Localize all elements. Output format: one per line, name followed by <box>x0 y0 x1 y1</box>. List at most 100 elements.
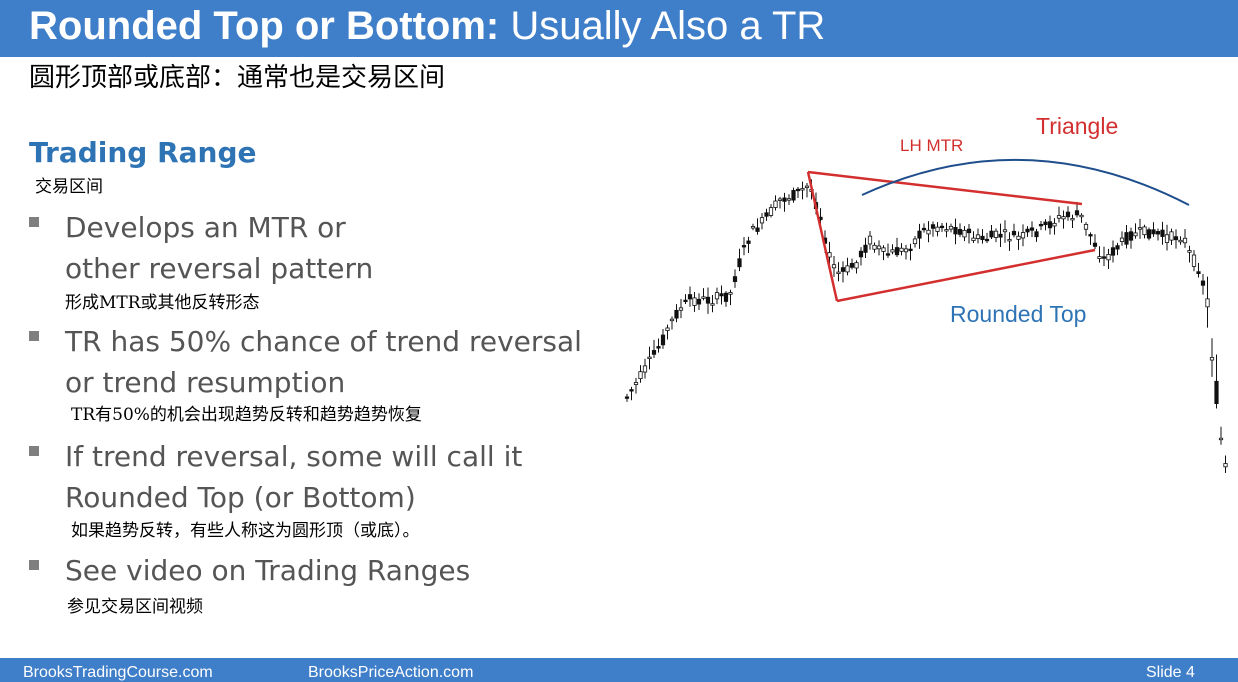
bullet-2-line1: TR has 50% chance of trend reversal <box>65 325 582 358</box>
candle-body <box>881 247 886 252</box>
candle-body <box>957 228 963 235</box>
candle-body <box>728 292 733 295</box>
candle-body <box>1205 298 1210 308</box>
candle-body <box>804 185 810 188</box>
candle-body <box>1011 230 1017 236</box>
candle-body <box>890 249 895 253</box>
candle-body <box>647 356 652 360</box>
section-heading-cn: 交易区间 <box>35 177 103 197</box>
candle-body <box>1016 235 1021 240</box>
candle-body <box>665 327 670 331</box>
bullet-3-line1: If trend reversal, some will call it <box>65 440 523 473</box>
candle-body <box>1065 211 1071 218</box>
candle-body <box>1052 222 1057 227</box>
candle-body <box>705 296 711 304</box>
candle-body <box>782 197 787 202</box>
candlesticks <box>624 179 1228 473</box>
slide-title: Rounded Top or Bottom: Usually Also a TR <box>29 3 825 49</box>
candle-body <box>962 229 967 238</box>
candle-body <box>872 244 877 250</box>
candle-body <box>980 235 985 241</box>
candle-body <box>1074 210 1080 216</box>
candle-body <box>1173 236 1179 241</box>
footer-left-link[interactable]: BrooksTradingCourse.com <box>23 664 213 681</box>
candle-body <box>867 235 873 245</box>
candle-body <box>786 198 792 201</box>
candle-body <box>1029 227 1035 231</box>
candle-body <box>1200 280 1206 286</box>
candle-body <box>908 248 913 252</box>
candle-body <box>1128 231 1134 241</box>
candle-body <box>1151 229 1156 235</box>
candle-body <box>1178 239 1183 243</box>
candle-body <box>759 217 765 224</box>
candle-body <box>1169 231 1174 241</box>
candle-body <box>998 233 1003 238</box>
candle-body <box>966 228 972 234</box>
candle-body <box>1209 357 1215 361</box>
candle-body <box>669 318 675 322</box>
triangle-left-line <box>806 171 839 302</box>
candle-body <box>944 229 949 232</box>
candle-body <box>894 247 900 256</box>
candle-body <box>678 307 684 311</box>
candle-body <box>1160 229 1165 237</box>
candle-body <box>827 252 832 258</box>
candle-body <box>741 245 747 248</box>
candle-body <box>1025 228 1030 233</box>
candle-body <box>1146 229 1152 239</box>
bullet-4-line1: See video on Trading Ranges <box>65 554 471 587</box>
candle-body <box>1061 216 1066 220</box>
candle-body <box>710 303 715 306</box>
candle-body <box>926 229 931 235</box>
candle-body <box>1106 253 1111 261</box>
candle-body <box>836 271 841 274</box>
candle-body <box>930 224 936 229</box>
candle-body <box>1142 226 1147 236</box>
bullet-1-line1: Develops an MTR or <box>65 211 346 244</box>
candle-body <box>777 198 783 201</box>
candle-body <box>1038 223 1044 227</box>
price-chart: LH MTR Triangle Rounded Top <box>624 113 1228 473</box>
candle-body <box>692 297 697 306</box>
triangle-upper-line <box>807 170 1083 206</box>
triangle-lower-line <box>836 248 1096 303</box>
bullet-3-line2: Rounded Top (or Bottom) <box>65 481 416 514</box>
bullet-3-cn: 如果趋势反转，有些人称这为圆形顶（或底）。 <box>71 521 420 541</box>
candle-body <box>858 250 864 258</box>
bullet-1-line2: other reversal pattern <box>65 252 374 285</box>
candle-body <box>948 225 954 230</box>
title-bar: Rounded Top or Bottom: Usually Also a TR <box>0 0 1238 57</box>
candle-body <box>719 293 724 297</box>
candle-body <box>768 207 774 216</box>
bullet-2-line2: or trend resumption <box>65 366 346 399</box>
candle-body <box>791 190 796 201</box>
candle-body <box>854 262 859 269</box>
candle-body <box>903 248 909 253</box>
candle-body <box>1164 234 1170 243</box>
candle-body <box>1196 271 1201 274</box>
slide-title-bold: Rounded Top or Bottom: <box>29 4 500 48</box>
candle-body <box>1223 463 1228 468</box>
bullet-4-cn: 参见交易区间视频 <box>67 597 203 617</box>
candle-body <box>750 226 756 229</box>
bullet-marker <box>29 217 39 227</box>
candle-body <box>764 212 769 217</box>
candle-body <box>1133 232 1138 237</box>
candle-body <box>651 350 657 355</box>
footer-center-link[interactable]: BrooksPriceAction.com <box>308 664 474 681</box>
candle-body <box>687 294 693 300</box>
rounded-top-label: Rounded Top <box>950 301 1086 327</box>
bullet-1-cn: 形成MTR或其他反转形态 <box>65 293 260 313</box>
candle-body <box>1079 214 1084 218</box>
candle-body <box>912 238 918 245</box>
candle-body <box>1056 215 1062 219</box>
candle-body <box>917 230 922 239</box>
bullet-marker <box>29 560 39 570</box>
candle-body <box>732 276 738 283</box>
candle-body <box>1218 437 1224 441</box>
triangle-label: Triangle <box>1036 113 1118 139</box>
candle-body <box>723 292 729 302</box>
candle-body <box>993 230 999 238</box>
candle-body <box>1088 234 1093 237</box>
